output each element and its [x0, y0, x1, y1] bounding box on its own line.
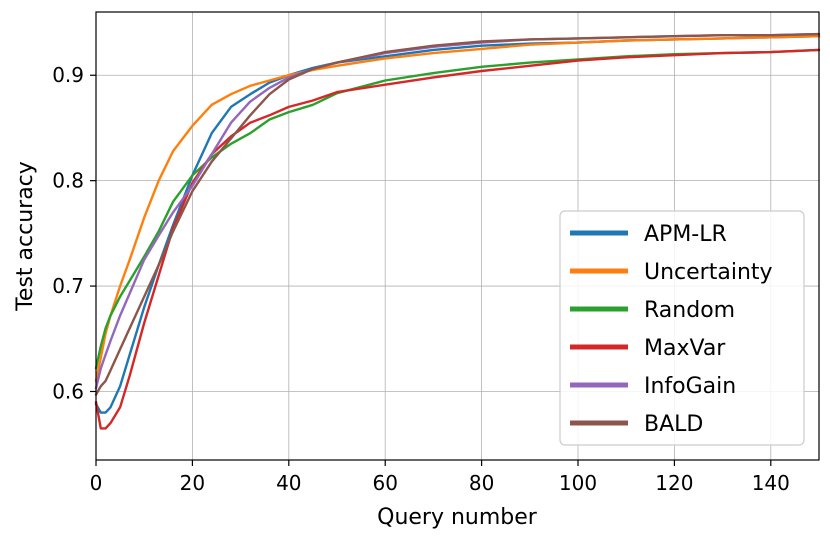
- legend-label-infogain: InfoGain: [644, 374, 736, 399]
- plot-frame: [95, 11, 820, 461]
- y-axis-label: Test accuracy: [13, 161, 38, 312]
- y-axis-ticks: 0.6 0.7 0.8 0.9: [52, 63, 96, 403]
- series-line-maxvar: [94, 48, 821, 430]
- legend-label-bald: BALD: [644, 412, 703, 437]
- x-tick-label: 80: [469, 471, 494, 495]
- legend-label-apm-lr: APM-LR: [644, 222, 727, 247]
- x-tick-label: 40: [276, 471, 301, 495]
- series-line-uncertainty: [94, 35, 821, 383]
- x-tick-label: 140: [752, 471, 790, 495]
- x-tick-label: 60: [372, 471, 397, 495]
- legend-label-maxvar: MaxVar: [644, 336, 726, 361]
- x-tick-label: 20: [180, 471, 205, 495]
- legend-label-random: Random: [644, 298, 735, 323]
- y-tick-label: 0.9: [52, 63, 84, 87]
- y-tick-label: 0.7: [52, 274, 84, 298]
- x-tick-label: 100: [559, 471, 597, 495]
- series-line-bald: [94, 32, 821, 396]
- legend: APM-LR Uncertainty Random MaxVar InfoGain BAL…: [559, 210, 805, 446]
- x-axis-label: Query number: [377, 505, 538, 530]
- y-tick-label: 0.6: [52, 379, 84, 403]
- series-lines: [94, 32, 821, 430]
- x-tick-label: 120: [655, 471, 693, 495]
- y-tick-label: 0.8: [52, 169, 84, 193]
- x-tick-label: 0: [90, 471, 103, 495]
- legend-label-uncertainty: Uncertainty: [644, 260, 773, 285]
- x-axis-ticks: 0 20 40 60 80 100 120 140: [90, 460, 790, 495]
